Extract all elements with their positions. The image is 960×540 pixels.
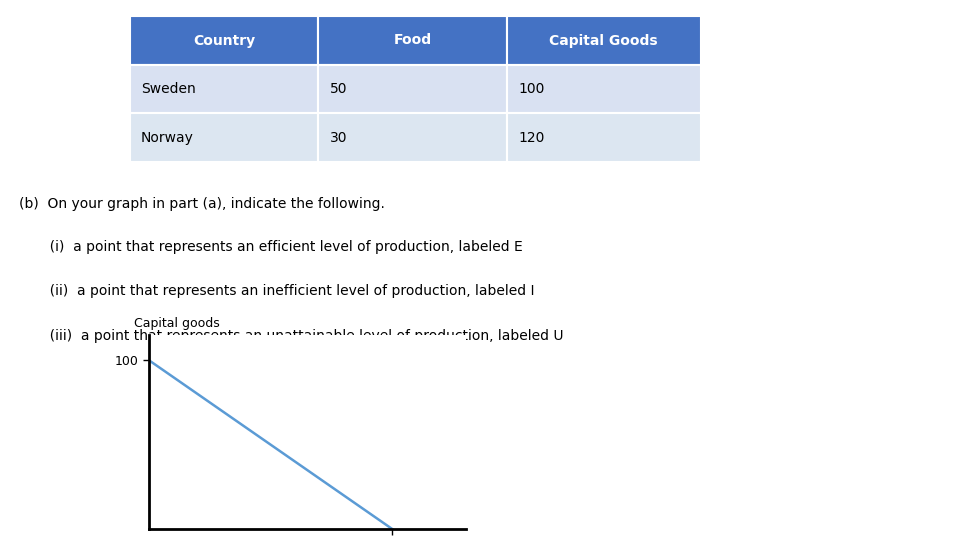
Bar: [507, 65, 701, 113]
Bar: [318, 16, 507, 65]
Text: Country: Country: [193, 33, 255, 48]
Bar: [507, 113, 701, 162]
Text: (i)  a point that represents an efficient level of production, labeled E: (i) a point that represents an efficient…: [19, 240, 522, 254]
Text: 120: 120: [518, 131, 544, 145]
Text: 100: 100: [518, 82, 544, 96]
Text: (iii)  a point that represents an unattainable level of production, labeled U: (iii) a point that represents an unattai…: [19, 329, 564, 343]
Bar: [507, 16, 701, 65]
Bar: [318, 113, 507, 162]
Bar: [318, 65, 507, 113]
Text: 50: 50: [329, 82, 347, 96]
Text: Norway: Norway: [141, 131, 194, 145]
Bar: [130, 16, 318, 65]
Text: 30: 30: [329, 131, 347, 145]
Text: (b)  On your graph in part (a), indicate the following.: (b) On your graph in part (a), indicate …: [19, 197, 385, 211]
Text: Food: Food: [394, 33, 431, 48]
Bar: [130, 113, 318, 162]
Text: (ii)  a point that represents an inefficient level of production, labeled I: (ii) a point that represents an ineffici…: [19, 284, 535, 298]
Text: Sweden: Sweden: [141, 82, 196, 96]
Text: Capital Goods: Capital Goods: [549, 33, 658, 48]
Bar: [130, 65, 318, 113]
Text: Capital goods: Capital goods: [134, 317, 220, 330]
